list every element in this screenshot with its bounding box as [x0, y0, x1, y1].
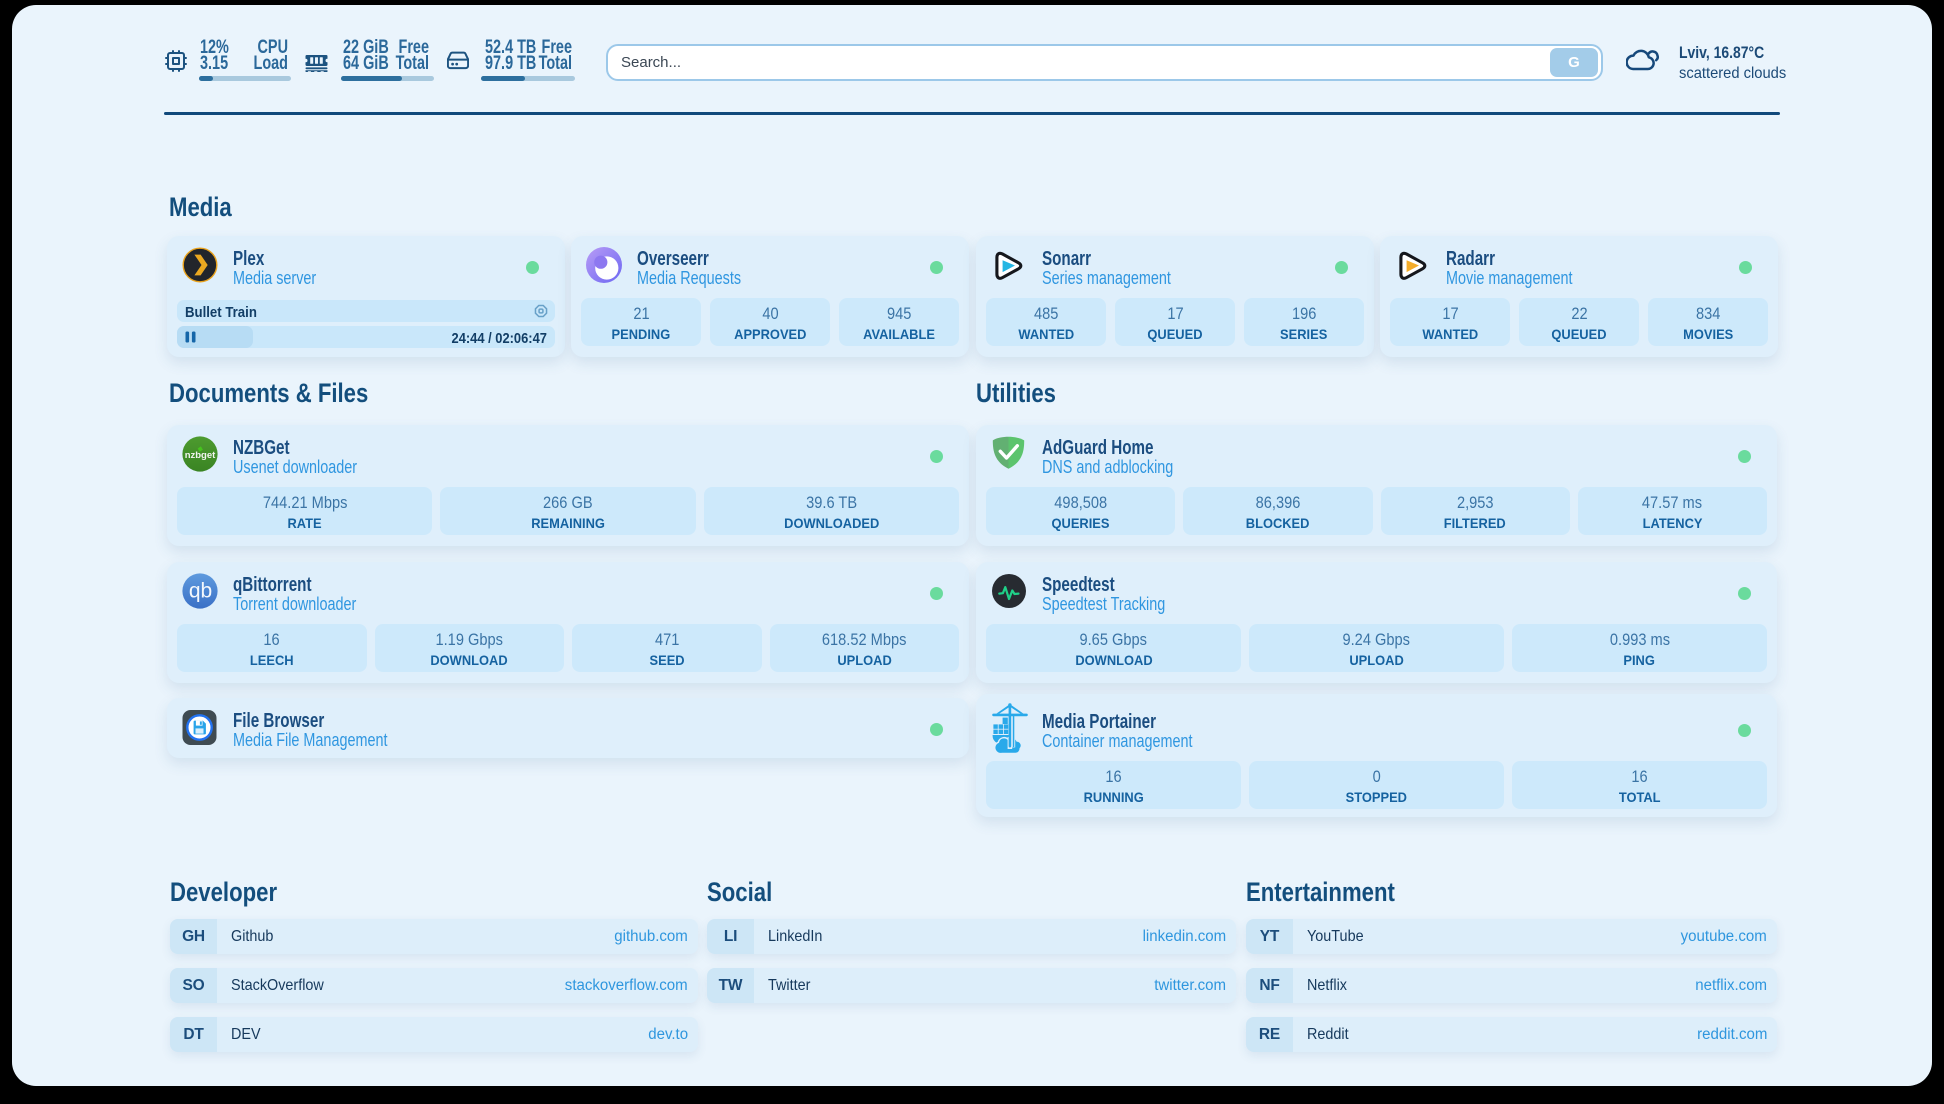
svg-text:qb: qb: [189, 580, 212, 603]
svg-text:nzbget: nzbget: [185, 450, 216, 461]
